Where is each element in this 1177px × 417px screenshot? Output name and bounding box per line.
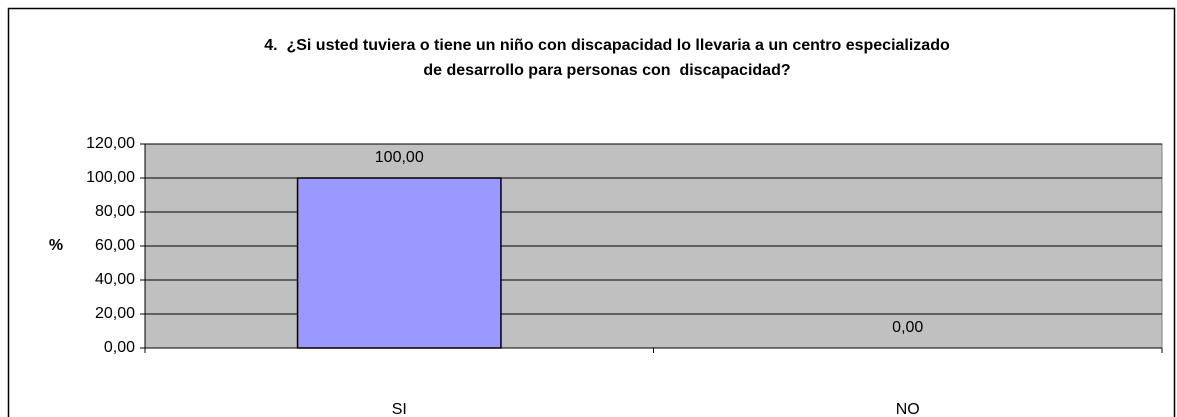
chart-title: de desarrollo para personas con discapac… [423,62,790,79]
bar [296,177,502,349]
value-label: 100,00 [375,149,424,166]
y-tick-label: 20,00 [95,305,135,322]
y-tick-label: 60,00 [95,237,135,254]
y-tick-label: 120,00 [86,135,135,152]
x-tick-label: SI [392,401,407,417]
chart-title: 4. ¿Si usted tuviera o tiene un niño con… [264,37,950,54]
y-tick-label: 100,00 [86,169,135,186]
y-axis-label: % [49,237,63,254]
y-tick-label: 80,00 [95,203,135,220]
y-tick-label: 40,00 [95,271,135,288]
value-label: 0,00 [892,319,923,336]
y-tick-label: 0,00 [104,339,135,356]
x-tick-label: NO [896,401,920,417]
